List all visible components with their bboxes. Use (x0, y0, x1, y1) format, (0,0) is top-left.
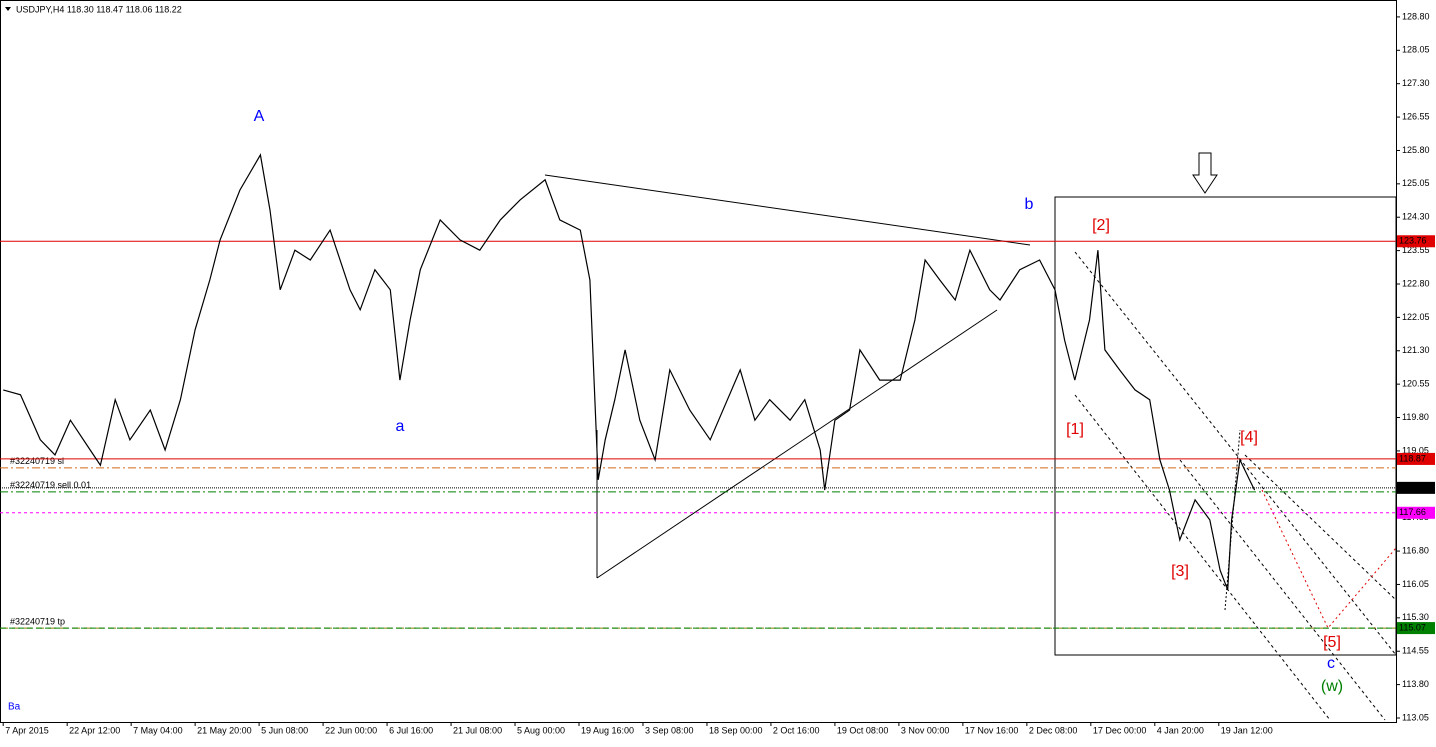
x-tick-label: 21 Jul 08:00 (453, 725, 502, 735)
x-tick-label: 22 Jun 00:00 (325, 725, 377, 735)
price-box-label: 118.87 (1399, 453, 1426, 463)
channel-line (1074, 394, 1331, 721)
x-tick-label: 2 Oct 16:00 (773, 725, 820, 735)
projection (1261, 489, 1397, 629)
x-tick-label: 19 Aug 16:00 (581, 725, 634, 735)
price-box-label: 118.22 (1399, 482, 1426, 492)
x-tick-label: 19 Oct 08:00 (837, 725, 889, 735)
target-box (1054, 196, 1397, 656)
y-tick-label: 126.55 (1402, 111, 1430, 121)
y-tick-label: 125.80 (1402, 145, 1430, 155)
x-tick-label: 19 Jan 12:00 (1221, 725, 1273, 735)
wave-label: b (1025, 196, 1034, 213)
channel-line (1179, 459, 1386, 721)
price-box (1397, 452, 1435, 465)
price-box-label: 123.76 (1399, 236, 1427, 246)
y-tick-label: 127.30 (1402, 78, 1430, 88)
y-tick-label: 120.55 (1402, 379, 1430, 389)
y-tick-label: 124.30 (1402, 212, 1430, 222)
y-tick-label: 119.05 (1402, 445, 1429, 455)
x-tick-label: 18 Sep 00:00 (709, 725, 763, 735)
price-box (1397, 481, 1435, 494)
x-tick-label: 2 Dec 08:00 (1029, 725, 1078, 735)
y-tick-label: 114.55 (1402, 646, 1429, 656)
wave-label: [1] (1066, 421, 1084, 438)
channel-line (1244, 454, 1397, 601)
x-tick-label: 5 Jun 08:00 (261, 725, 308, 735)
x-tick-label: 5 Aug 00:00 (517, 725, 565, 735)
wave-label: [3] (1171, 563, 1189, 580)
y-tick-label: 128.05 (1402, 45, 1430, 55)
price-box (1397, 235, 1435, 248)
x-tick-label: 7 May 04:00 (133, 725, 183, 735)
x-tick-label: 17 Nov 16:00 (965, 725, 1019, 735)
y-tick-label: 119.80 (1402, 412, 1429, 422)
wave-label: [2] (1092, 217, 1110, 234)
wave-label: a (396, 418, 405, 435)
collapse-icon[interactable] (5, 7, 11, 11)
channel-line (1074, 251, 1397, 656)
corner-note: Ba (8, 702, 21, 713)
wave-label: A (254, 108, 265, 125)
wave-label: [4] (1240, 429, 1258, 446)
order-label: #32240719 tp (10, 616, 65, 626)
order-label: #32240719 sell 0.01 (10, 480, 91, 490)
y-tick-label: 121.30 (1402, 345, 1430, 355)
y-tick-label: 115.30 (1402, 612, 1429, 622)
price-box (1397, 506, 1435, 519)
wave-label: c (1327, 655, 1335, 672)
price-box-label: 115.07 (1399, 622, 1426, 632)
chart-title: USDJPY,H4 118.30 118.47 118.06 118.22 (16, 4, 182, 14)
x-tick-label: 21 May 20:00 (197, 725, 252, 735)
y-tick-label: 123.55 (1402, 245, 1430, 255)
price-box (1397, 622, 1435, 635)
y-tick-label: 113.05 (1402, 712, 1429, 722)
y-tick-label: 116.05 (1402, 579, 1429, 589)
arrow (1192, 152, 1218, 194)
x-tick-label: 3 Sep 08:00 (645, 725, 694, 735)
price-box-label: 117.66 (1399, 507, 1426, 517)
y-tick-label: 122.05 (1402, 312, 1430, 322)
y-tick-label: 116.80 (1402, 545, 1429, 555)
x-tick-label: 7 Apr 2015 (5, 725, 49, 735)
wave-label: (w) (1321, 678, 1343, 695)
drawn-objects (544, 152, 1397, 721)
trend-line (596, 309, 998, 579)
x-tick-label: 4 Jan 20:00 (1157, 725, 1204, 735)
x-tick-label: 6 Jul 16:00 (389, 725, 433, 735)
x-tick-label: 22 Apr 12:00 (69, 725, 120, 735)
order-label: #32240719 sl (10, 456, 64, 466)
wave-label: [5] (1323, 634, 1341, 651)
x-tick-label: 17 Dec 00:00 (1093, 725, 1147, 735)
y-tick-label: 113.80 (1402, 679, 1429, 689)
y-tick-label: 122.80 (1402, 278, 1430, 288)
price-line (3, 153, 1256, 591)
x-tick-label: 3 Nov 00:00 (901, 725, 950, 735)
trend-line (544, 174, 1031, 246)
y-tick-label: 128.80 (1402, 11, 1430, 21)
y-tick-label: 125.05 (1402, 178, 1430, 188)
